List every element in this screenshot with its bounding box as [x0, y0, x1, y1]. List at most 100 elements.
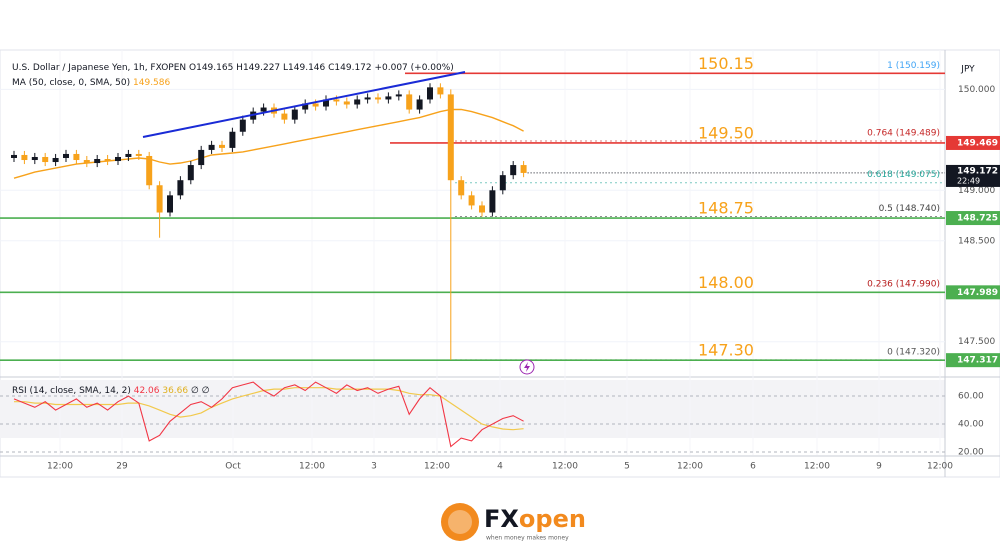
candle-body [21, 154, 28, 161]
fib-label: 0.618 (149.075) [867, 170, 940, 180]
logo: FXopen when money makes money [441, 503, 586, 542]
level-label: 148.00 [698, 273, 754, 292]
candle-body [406, 94, 413, 110]
candle-body [291, 109, 298, 120]
candle-body [239, 119, 246, 132]
candle-body [73, 153, 80, 161]
candle-body [458, 180, 465, 196]
candle-body [385, 96, 392, 100]
candle-body [375, 97, 381, 100]
x-tick-label: 12:00 [424, 462, 450, 472]
candle-body [42, 156, 49, 163]
countdown-label: 22:49 [957, 176, 980, 185]
rsi-tick-label: 20.00 [958, 448, 984, 458]
symbol-title: U.S. Dollar / Japanese Yen, 1h, FXOPEN O… [12, 63, 454, 73]
currency: JPY [960, 65, 975, 75]
candle-body [479, 205, 485, 213]
rsi-tick-label: 40.00 [958, 420, 984, 430]
candle-body [510, 165, 517, 176]
price-axis-label: 148.725 [957, 214, 998, 224]
candle-body [281, 113, 288, 120]
x-tick-label: 3 [371, 462, 377, 472]
x-tick-label: 12:00 [677, 462, 703, 472]
candle-body [364, 97, 371, 100]
x-tick-label: 12:00 [804, 462, 830, 472]
candle-body [115, 156, 121, 162]
y-tick-label: 148.500 [958, 236, 995, 246]
candle-body [427, 87, 433, 100]
rsi-line [13, 381, 524, 448]
rsi-legend: RSI (14, close, SMA, 14, 2) 42.06 36.66 … [12, 386, 210, 396]
ma-label: MA (50, close, 0, SMA, 50) [12, 78, 130, 88]
fib-label: 0.5 (148.740) [879, 204, 940, 214]
logo-open: open [519, 505, 586, 533]
ma-value: 149.586 [133, 78, 170, 88]
price-axis-label: 147.317 [957, 356, 998, 366]
rsi-ma-value: 36.66 [162, 386, 188, 396]
level-label: 149.50 [698, 123, 754, 142]
candle-body [229, 131, 236, 148]
candle-body [11, 154, 17, 158]
candle-body [323, 99, 329, 107]
y-tick-label: 150.000 [958, 85, 995, 95]
event-icon-bolt [524, 362, 530, 372]
x-tick-label: 12:00 [299, 462, 325, 472]
fib-label: 1 (150.159) [887, 61, 940, 71]
level-label: 147.30 [698, 341, 754, 360]
current-price-label: 149.172 [957, 166, 998, 176]
candle-body [63, 153, 69, 158]
candle-body [343, 101, 350, 105]
price-axis-label-bg [946, 285, 1000, 300]
candle-body [146, 155, 153, 186]
level-label: 148.75 [698, 199, 754, 218]
candle-body [489, 190, 496, 213]
x-tick-label: 12:00 [927, 462, 953, 472]
rsi-label: RSI (14, close, SMA, 14, 2) [12, 386, 131, 396]
rsi-extra: ∅ ∅ [191, 386, 210, 396]
level-label: 150.15 [698, 54, 754, 73]
candle-body [437, 87, 444, 95]
candle-body [333, 99, 340, 102]
candle-body [31, 156, 38, 161]
candle-body [104, 159, 111, 162]
candle-body [135, 153, 142, 156]
price-axis-label: 149.469 [957, 138, 998, 148]
fib-label: 0.236 (147.990) [867, 280, 940, 290]
rsi-value: 42.06 [134, 386, 160, 396]
candle-body [94, 159, 101, 164]
candle-body [354, 99, 361, 105]
symbol: U.S. Dollar / Japanese Yen, 1h, FXOPEN [12, 63, 186, 73]
candle-body [468, 195, 475, 206]
price-axis-label-bg [946, 135, 1000, 150]
trend-line [142, 71, 466, 138]
x-tick-label: 12:00 [47, 462, 73, 472]
logo-text: FXopen [484, 505, 586, 533]
x-tick-label: 12:00 [552, 462, 578, 472]
fib-label: 0 (147.320) [887, 347, 940, 357]
logo-fx: FX [484, 505, 519, 533]
logo-mark [441, 503, 479, 541]
candle-body [416, 99, 423, 110]
candle-body [312, 103, 319, 107]
price-axis-label-bg [946, 211, 1000, 226]
candle-body [499, 175, 506, 191]
candle-body [198, 149, 205, 166]
candle-body [260, 107, 267, 112]
current-price-bg [946, 164, 1000, 187]
x-tick-label: 6 [750, 462, 756, 472]
candle-body [125, 153, 132, 157]
x-tick-label: 29 [116, 462, 128, 472]
rsi-tick-label: 60.00 [958, 392, 984, 402]
candle-body [395, 94, 402, 97]
ohlc: O149.165 H149.227 L149.146 C149.172 +0.0… [189, 63, 454, 73]
price-axis-label-bg [946, 353, 1000, 368]
candle-body [520, 165, 527, 173]
logo-tagline: when money makes money [486, 535, 569, 542]
x-tick-label: 9 [876, 462, 882, 472]
candle-body [177, 180, 184, 196]
candle-body [187, 165, 194, 181]
candle-body [52, 157, 59, 163]
y-tick-label: 147.500 [958, 337, 995, 347]
candle-body [167, 195, 173, 213]
